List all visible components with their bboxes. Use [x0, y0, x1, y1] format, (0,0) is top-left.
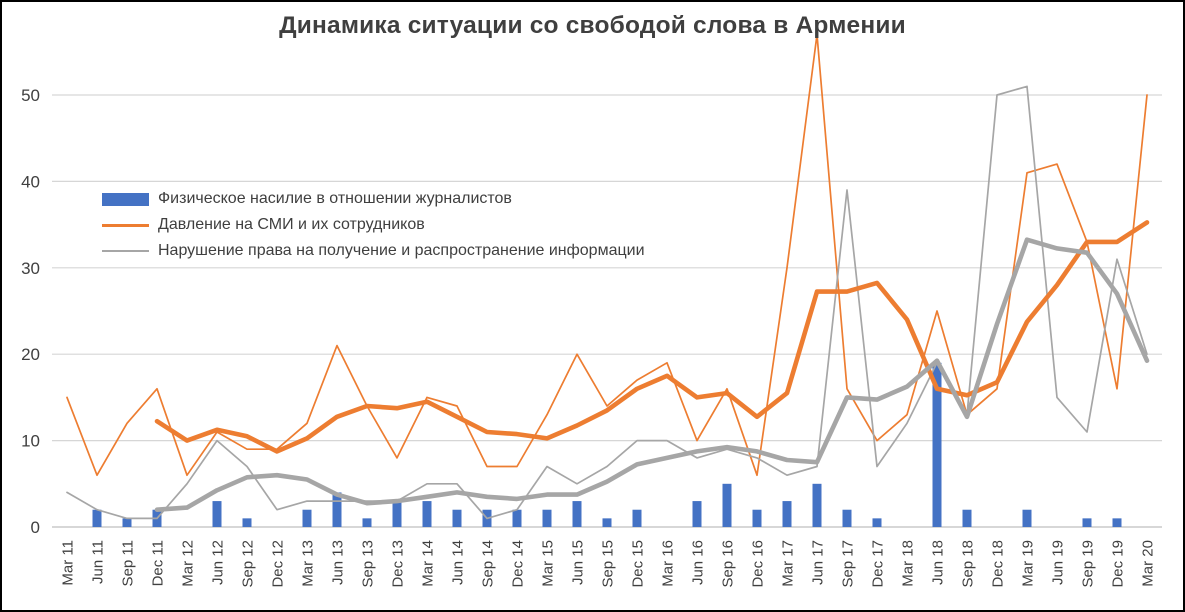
x-axis-tick-label: Dec 19: [1110, 540, 1127, 588]
x-axis-tick-label: Mar 11: [60, 540, 77, 586]
chart-title: Динамика ситуации со свободой слова в Ар…: [279, 12, 906, 39]
legend-item-physical-violence: Физическое насилие в отношении журналист…: [102, 186, 645, 212]
x-axis-tick-label: Sep 14: [480, 540, 497, 588]
x-axis-tick-label: Dec 14: [510, 540, 527, 588]
x-axis-tick-label: Sep 11: [120, 540, 137, 586]
x-axis-tick-label: Jun 14: [450, 540, 467, 585]
x-axis-tick-label: Sep 19: [1080, 540, 1097, 588]
x-axis-tick-label: Jun 18: [930, 540, 947, 585]
x-axis-tick-label: Jun 11: [90, 540, 107, 584]
x-axis-tick-label: Mar 15: [540, 540, 557, 587]
bar: [572, 501, 582, 527]
y-axis-tick-label: 0: [31, 518, 40, 537]
x-axis-tick-label: Jun 12: [210, 540, 227, 585]
x-axis-tick-label: Dec 13: [390, 540, 407, 588]
y-axis-tick-label: 20: [21, 345, 40, 364]
x-axis-tick-label: Dec 11: [150, 540, 167, 586]
bar: [872, 518, 882, 527]
x-axis-tick-label: Dec 12: [270, 540, 287, 588]
bar: [812, 483, 822, 527]
legend-item-pressure-on-media: Давление на СМИ и их сотрудников: [102, 212, 645, 238]
x-axis-tick-label: Sep 12: [240, 540, 257, 588]
bar: [122, 518, 132, 527]
x-axis-tick-label: Mar 13: [300, 540, 317, 587]
x-axis-tick-label: Sep 17: [840, 540, 857, 588]
bar: [452, 509, 462, 527]
x-axis-tick-label: Mar 16: [660, 540, 677, 587]
x-axis-tick-label: Mar 14: [420, 540, 437, 587]
x-axis-tick-label: Jun 17: [810, 540, 827, 585]
x-axis-tick-label: Dec 17: [870, 540, 887, 588]
bar: [962, 509, 972, 527]
x-axis-tick-label: Mar 19: [1020, 540, 1037, 587]
bar: [212, 501, 222, 527]
bar: [752, 509, 762, 527]
x-axis-tick-label: Mar 12: [180, 540, 197, 587]
bar: [782, 501, 792, 527]
bar: [512, 509, 522, 527]
x-axis-tick-label: Dec 16: [750, 540, 767, 588]
bar-swatch-icon: [102, 192, 149, 206]
bar: [1112, 518, 1122, 527]
x-axis-tick-label: Sep 15: [600, 540, 617, 588]
bar: [842, 509, 852, 527]
bar: [362, 518, 372, 527]
x-axis-tick-label: Dec 18: [990, 540, 1007, 588]
bar: [1082, 518, 1092, 527]
x-axis-tick-label: Jun 15: [570, 540, 587, 585]
x-axis-tick-label: Jun 19: [1050, 540, 1067, 585]
bar: [1022, 509, 1032, 527]
y-axis-tick-label: 30: [21, 259, 40, 278]
x-axis-tick-label: Sep 18: [960, 540, 977, 588]
legend-item-information-rights: Нарушение права на получение и распростр…: [102, 238, 645, 264]
trend-line: [154, 220, 1150, 454]
bar: [242, 518, 252, 527]
bar: [692, 501, 702, 527]
bar: [392, 501, 402, 527]
bar: [302, 509, 312, 527]
legend-label: Физическое насилие в отношении журналист…: [158, 190, 512, 207]
y-axis-tick-label: 50: [21, 86, 40, 105]
x-axis-tick-label: Jun 13: [330, 540, 347, 585]
trend-line: [154, 237, 1150, 513]
x-axis-tick-label: Sep 16: [720, 540, 737, 588]
x-axis-tick-label: Mar 18: [900, 540, 917, 587]
chart-legend: Физическое насилие в отношении журналист…: [102, 186, 645, 264]
y-axis-tick-label: 10: [21, 432, 40, 451]
line-swatch-icon: [102, 250, 149, 252]
x-axis-tick-label: Dec 15: [630, 540, 647, 588]
x-axis-tick-label: Mar 17: [780, 540, 797, 587]
data-line: [66, 85, 1148, 520]
bar: [92, 509, 102, 527]
bar: [332, 492, 342, 527]
x-axis-tick-label: Jun 16: [690, 540, 707, 585]
bar: [602, 518, 612, 527]
bar: [722, 483, 732, 527]
x-axis-tick-label: Mar 20: [1140, 540, 1157, 587]
line-swatch-icon: [102, 223, 149, 227]
y-axis-tick-label: 40: [21, 172, 40, 191]
bar: [932, 362, 942, 527]
legend-label: Давление на СМИ и их сотрудников: [158, 216, 425, 233]
bar: [542, 509, 552, 527]
x-axis-tick-label: Sep 13: [360, 540, 377, 588]
legend-label: Нарушение права на получение и распростр…: [158, 242, 645, 259]
bar: [632, 509, 642, 527]
bar: [422, 501, 432, 527]
